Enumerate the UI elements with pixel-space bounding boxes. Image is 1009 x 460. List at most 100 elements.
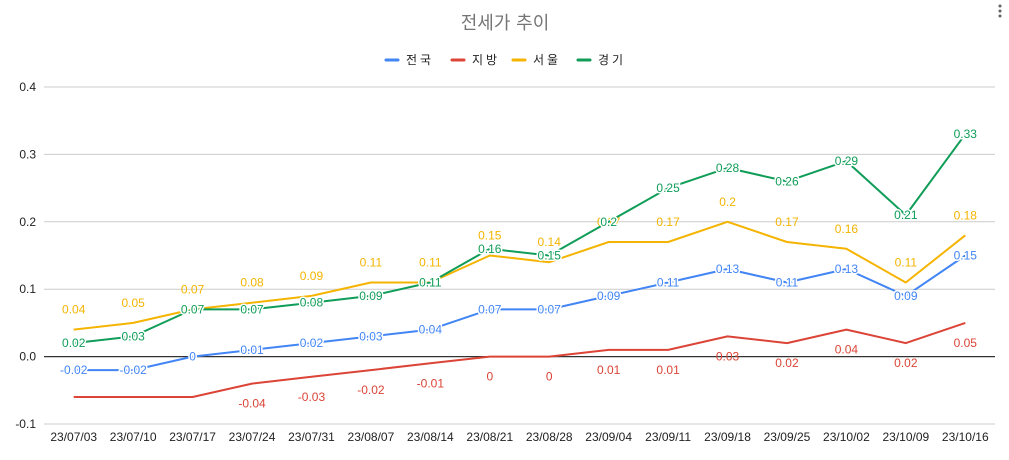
y-tick-label: 0.0 (19, 350, 36, 364)
data-label: 0.07 (181, 282, 205, 296)
data-label-halo: 0.02 (62, 336, 86, 350)
data-label: 0.26 (775, 174, 799, 188)
data-label-halo: 0.03 (359, 329, 383, 343)
data-label: 0.03 (359, 329, 383, 343)
legend-item[interactable]: 지방 (450, 53, 500, 67)
data-label: 0.14 (538, 235, 562, 249)
data-label: 0.04 (835, 343, 859, 357)
data-label-halo: 0.07 (538, 302, 562, 316)
data-label: 0.07 (538, 302, 562, 316)
more-options-icon[interactable] (998, 4, 1002, 18)
x-axis: 23/07/03 23/07/10 23/07/17 23/07/24 23/07/31… (50, 430, 989, 444)
legend-item[interactable]: 전국 (384, 53, 434, 67)
data-label: 0.07 (478, 302, 502, 316)
data-label-halo: 0.11 (657, 275, 680, 289)
legend-label: 지방 (472, 53, 500, 67)
data-label: 0.02 (62, 336, 86, 350)
data-label: 0.11 (657, 275, 680, 289)
data-label-halo: 0.2 (600, 215, 617, 229)
x-tick-label: 23/09/11 (645, 430, 691, 444)
data-label: -0.02 (357, 383, 385, 397)
legend-item[interactable]: 서울 (511, 53, 561, 67)
data-label: 0.04 (62, 303, 86, 317)
legend-label: 경기 (598, 53, 626, 67)
data-label: -0.02 (119, 363, 147, 377)
data-label: 0.03 (716, 349, 740, 363)
data-label: 0.16 (835, 222, 859, 236)
legend-item[interactable]: 경기 (576, 53, 626, 67)
data-label-halo: 0.25 (656, 181, 680, 195)
data-label: 0.11 (419, 275, 442, 289)
data-label: 0.05 (121, 296, 145, 310)
data-label: 0.15 (954, 249, 978, 263)
y-tick-label: 0.3 (19, 147, 36, 161)
data-label: 0.08 (300, 296, 324, 310)
data-label: 0.28 (716, 161, 740, 175)
data-label-halo: 0.08 (300, 296, 324, 310)
legend-label: 서울 (533, 53, 561, 67)
x-tick-label: 23/08/21 (466, 430, 513, 444)
data-label: 0.07 (240, 302, 264, 316)
data-label: 0.09 (597, 289, 621, 303)
data-label-halo: 0.03 (121, 329, 145, 343)
data-label-halo: 0.02 (300, 336, 324, 350)
data-label: 0.17 (656, 215, 680, 229)
x-tick-label: 23/09/18 (704, 430, 751, 444)
data-label: 0.33 (954, 127, 978, 141)
series-line (73, 133, 967, 345)
data-label-halo: 0.21 (894, 208, 918, 222)
data-label-halo: 0.09 (597, 289, 621, 303)
data-label: 0.09 (894, 289, 918, 303)
data-label-halo: 0 (189, 350, 196, 364)
data-label-halo: 0.07 (478, 302, 502, 316)
data-label: 0.03 (121, 329, 145, 343)
data-label: 0.17 (597, 215, 621, 229)
data-label: 0.11 (419, 255, 442, 269)
data-label: 0.17 (775, 215, 799, 229)
data-label: -0.04 (238, 397, 266, 411)
data-label: 0.01 (656, 363, 680, 377)
data-label-halo: 0.15 (538, 249, 562, 263)
data-label-halo: 0.01 (240, 343, 264, 357)
data-label: 0 (546, 370, 553, 384)
data-label: 0.11 (360, 255, 383, 269)
data-label: 0.15 (478, 229, 502, 243)
x-tick-label: 23/07/03 (50, 430, 97, 444)
series-line (73, 321, 966, 398)
data-label: -0.02 (60, 363, 88, 377)
data-label: 0.09 (300, 269, 324, 283)
x-tick-label: 23/09/25 (764, 430, 811, 444)
data-label-halo: -0.02 (119, 363, 147, 377)
data-label: 0.02 (775, 356, 799, 370)
data-label: 0.05 (954, 336, 978, 350)
y-tick-label: 0.2 (19, 215, 36, 229)
grid-lines (44, 86, 995, 425)
x-tick-label: 23/07/24 (229, 430, 276, 444)
x-tick-label: 23/08/14 (407, 430, 454, 444)
data-label: 0.02 (894, 356, 918, 370)
y-tick-label: -0.1 (15, 417, 36, 431)
data-label: 0.08 (240, 276, 264, 290)
chart-title: 전세가 추이 (461, 13, 550, 34)
data-label-halo: 0.09 (359, 289, 383, 303)
data-label: -0.01 (417, 376, 445, 390)
data-label-halo: 0.13 (716, 262, 740, 276)
x-tick-label: 23/10/09 (882, 430, 929, 444)
data-label-halo: 0.26 (775, 174, 799, 188)
data-label: 0 (189, 350, 196, 364)
data-label-halo: 0.13 (835, 262, 859, 276)
data-label: 0.01 (597, 363, 621, 377)
data-label: 0.09 (359, 289, 383, 303)
legend-label: 전국 (406, 53, 434, 67)
data-label-halo: 0.11 (419, 275, 442, 289)
series-lines (73, 133, 967, 398)
data-label-halo: 0.28 (716, 161, 740, 175)
data-label: 0.21 (894, 208, 918, 222)
x-tick-label: 23/08/07 (348, 430, 395, 444)
data-label: 0.2 (719, 195, 736, 209)
x-tick-label: 23/09/04 (585, 430, 632, 444)
data-label: 0.07 (181, 302, 205, 316)
data-label-halo: 0.07 (181, 302, 205, 316)
